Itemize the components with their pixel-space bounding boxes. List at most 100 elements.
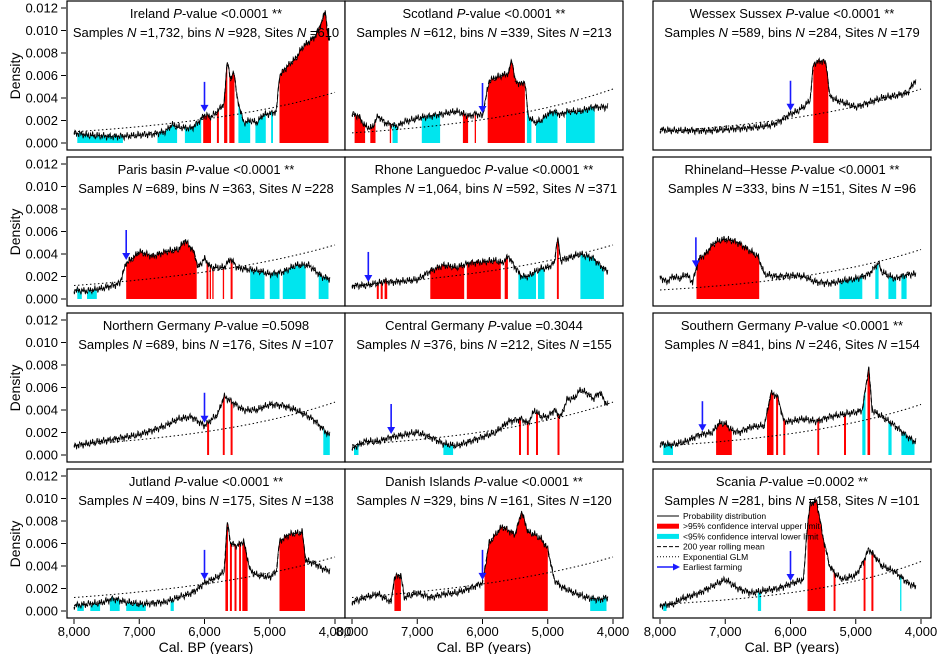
lower-limit-band	[580, 250, 604, 299]
y-tick-label: 0.004	[25, 247, 58, 262]
upper-limit-band	[394, 573, 401, 611]
earliest-farming-arrow-head	[387, 427, 396, 434]
lower-limit-band	[888, 419, 892, 455]
panel-rhineland-hesse: Rhineland–Hesse P-value <0.0001 ** Sample…	[652, 156, 932, 307]
panel-jutland: Jutland P-value <0.0001 ** Samples N =409…	[66, 468, 346, 619]
y-tick-label: 0.010	[25, 179, 58, 194]
panel-title: Danish Islands P-value <0.0001 **	[385, 474, 583, 489]
panel-subtitle: Samples N =589, bins N =284, Sites N =17…	[664, 25, 920, 40]
y-tick-label: 0.000	[25, 136, 58, 151]
y-tick-label: 0.010	[25, 491, 58, 506]
y-axis-row-3: 0.000 0.002 0.004 0.006 0.008 0.010 0.012 Densi…	[7, 313, 66, 463]
panel-northern-germany: Northern Germany P-value =0.5098 Samples …	[66, 312, 346, 463]
lower-limit-band	[901, 431, 915, 455]
panel-subtitle: Samples N =1,732, bins N =928, Sites N =…	[73, 25, 339, 40]
panel-subtitle: Samples N =281, bins N =158, Sites N =10…	[664, 493, 920, 508]
earliest-farming-arrow-head	[691, 260, 700, 268]
upper-limit-band	[519, 417, 521, 455]
panel-title: Central Germany P-value =0.3044	[385, 318, 583, 333]
y-tick-label: 0.002	[25, 113, 58, 128]
upper-limit-band	[230, 258, 233, 299]
x-axis-col-3: 8,000 7,000 6,000 5,000 4,000 Cal. BP (years)	[644, 619, 937, 654]
upper-limit-band	[474, 111, 476, 143]
earliest-farming-arrow-head	[122, 253, 131, 260]
lower-limit-band	[318, 271, 329, 299]
upper-limit-band	[206, 260, 209, 299]
panel-paris-basin: Paris basin P-value <0.0001 ** Samples N …	[66, 156, 346, 307]
probability-distribution-line	[659, 366, 917, 449]
lower-limit-band	[862, 390, 866, 455]
legend-arrow-head	[673, 563, 680, 571]
x-tick-label: 7,000	[123, 624, 156, 639]
panel-scania: Scania P-value =0.0002 ** Samples N =281,…	[652, 468, 932, 619]
lower-limit-band	[271, 109, 273, 143]
x-tick-label: 6,000	[774, 624, 807, 639]
lower-limit-band	[901, 273, 907, 299]
x-axis-label: Cal. BP (years)	[437, 639, 532, 654]
panel-danish-islands: Danish Islands P-value <0.0001 ** Samples…	[344, 468, 624, 619]
panel-title: Ireland P-value <0.0001 **	[130, 6, 282, 21]
x-tick-label: 5,000	[839, 624, 872, 639]
upper-limit-band	[230, 398, 233, 455]
panel-scotland: Scotland P-value <0.0001 ** Samples N =61…	[344, 0, 624, 151]
upper-limit-band	[556, 237, 559, 299]
panel-title: Rhineland–Hesse P-value <0.0001 **	[684, 162, 899, 177]
y-tick-label: 0.010	[25, 23, 58, 38]
lower-limit-band	[536, 109, 558, 143]
x-tick-label: 8,000	[336, 624, 369, 639]
probability-distribution-line	[73, 238, 331, 295]
upper-limit-band	[526, 420, 529, 455]
x-axis-label: Cal. BP (years)	[745, 639, 840, 654]
panel-frame	[66, 312, 346, 463]
panel-wessex-sussex: Wessex Sussex P-value <0.0001 ** Samples …	[652, 0, 932, 151]
panel-subtitle: Samples N =376, bins N =212, Sites N =15…	[356, 337, 612, 352]
y-tick-label: 0.012	[25, 313, 58, 328]
panel-title: Jutland P-value <0.0001 **	[129, 474, 283, 489]
panel-title: Scotland P-value <0.0001 **	[403, 6, 566, 21]
x-tick-label: 5,000	[531, 624, 564, 639]
probability-distribution-line	[659, 496, 917, 610]
legend-swatch-red	[657, 523, 679, 529]
upper-limit-band	[844, 412, 846, 455]
y-tick-label: 0.002	[25, 425, 58, 440]
upper-limit-band	[817, 417, 820, 455]
lower-limit-band	[87, 285, 97, 299]
upper-limit-band	[783, 418, 786, 455]
lower-limit-band	[875, 263, 879, 299]
upper-limit-band	[229, 71, 235, 143]
y-tick-label: 0.012	[25, 157, 58, 172]
y-axis-label: Density	[7, 365, 23, 412]
probability-distribution-line	[351, 58, 609, 132]
x-axis-col-1: 8,000 7,000 6,000 5,000 4,000 Cal. BP (years)	[58, 619, 351, 654]
x-tick-label: 7,000	[401, 624, 434, 639]
y-tick-label: 0.000	[25, 448, 58, 463]
y-tick-label: 0.006	[25, 224, 58, 239]
x-tick-label: 8,000	[644, 624, 677, 639]
x-axis-label: Cal. BP (years)	[159, 639, 254, 654]
legend-item: <95% confidence interval lower limit	[657, 531, 819, 541]
lower-limit-band	[526, 101, 532, 143]
y-tick-label: 0.008	[25, 46, 58, 61]
probability-distribution-line	[659, 56, 917, 136]
probability-distribution-line	[73, 392, 331, 450]
y-tick-label: 0.012	[25, 1, 58, 16]
x-tick-label: 5,000	[253, 624, 286, 639]
upper-limit-band	[813, 58, 829, 143]
upper-limit-band	[229, 541, 232, 611]
upper-limit-band	[354, 112, 366, 143]
panel-subtitle: Samples N =841, bins N =246, Sites N =15…	[664, 337, 920, 352]
y-tick-label: 0.008	[25, 358, 58, 373]
panel-title: Southern Germany P-value <0.0001 **	[681, 318, 903, 333]
upper-limit-band	[863, 558, 866, 611]
probability-distribution-line	[351, 510, 609, 606]
panel-subtitle: Samples N =612, bins N =339, Sites N =21…	[356, 25, 612, 40]
earliest-farming-arrow-head	[364, 274, 373, 282]
y-tick-label: 0.000	[25, 604, 58, 619]
panel-subtitle: Samples N =333, bins N =151, Sites N =96	[668, 181, 916, 196]
y-tick-label: 0.004	[25, 559, 58, 574]
panel-subtitle: Samples N =689, bins N =176, Sites N =10…	[78, 337, 334, 352]
earliest-farming-arrow-head	[478, 572, 487, 580]
legend-item: Probability distribution	[657, 511, 766, 521]
earliest-farming-arrow-head	[478, 106, 487, 113]
upper-limit-band	[203, 112, 211, 143]
